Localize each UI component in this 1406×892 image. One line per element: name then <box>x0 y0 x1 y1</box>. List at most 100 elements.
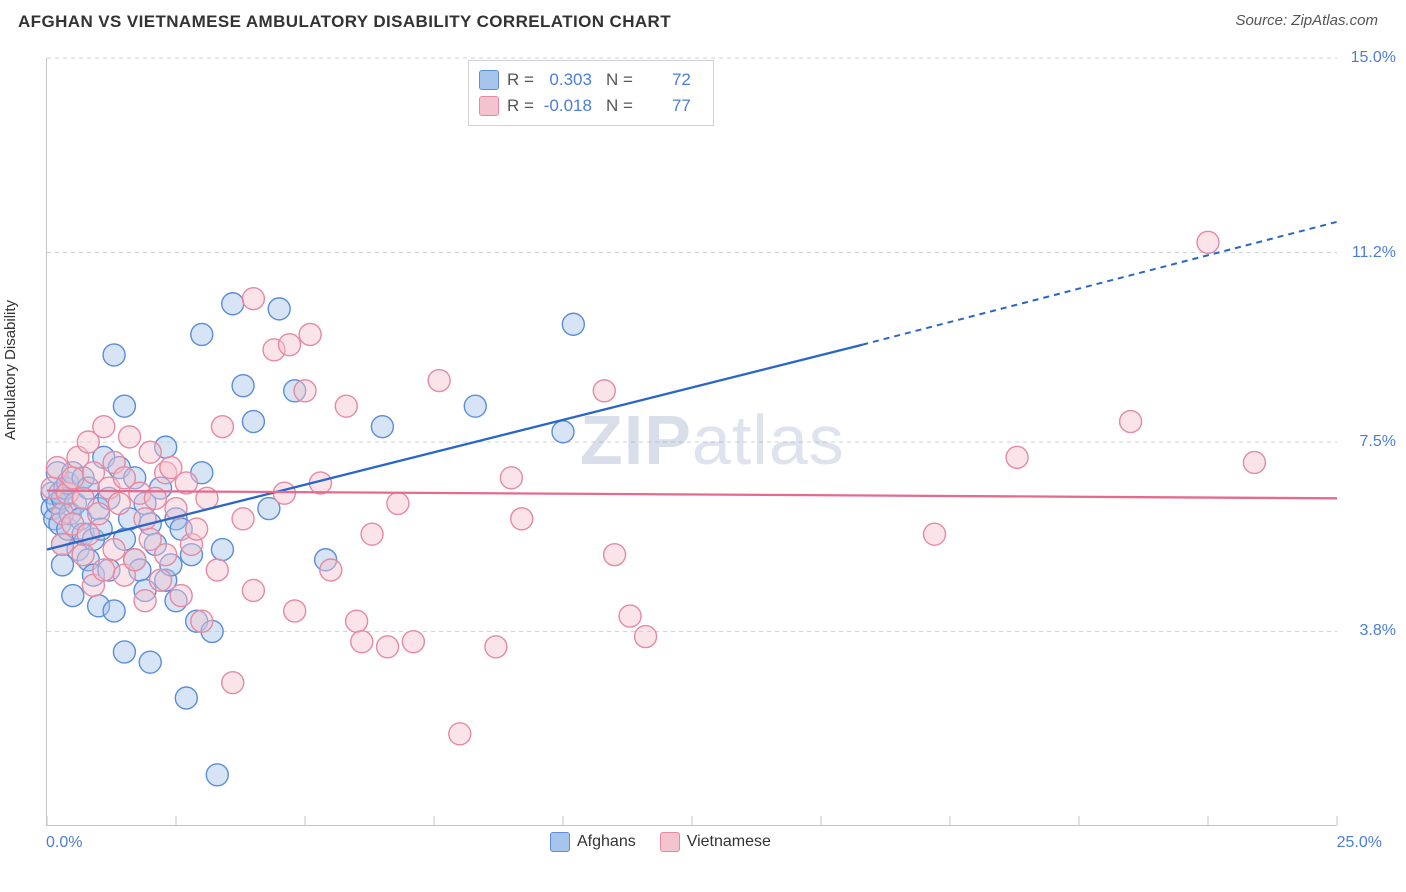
afghans-point <box>113 641 135 663</box>
vietnamese-point <box>124 549 146 571</box>
stat-row-afghans: R = 0.303 N = 72 <box>479 67 697 93</box>
vietnamese-point <box>232 508 254 530</box>
vietnamese-point <box>335 395 357 417</box>
vietnamese-swatch <box>479 96 499 116</box>
vietnamese-point <box>134 590 156 612</box>
vietnamese-point <box>139 441 161 463</box>
y-tick-label: 7.5% <box>1360 433 1396 451</box>
afghans-point <box>268 298 290 320</box>
afghans-point <box>139 651 161 673</box>
vietnamese-point <box>88 503 110 525</box>
afghans-trendline-extrapolated <box>862 222 1337 345</box>
vietnamese-point <box>1197 231 1219 253</box>
afghans-point <box>464 395 486 417</box>
afghans-point <box>562 313 584 335</box>
source-label: Source: ZipAtlas.com <box>1235 12 1378 29</box>
vietnamese-point <box>242 579 264 601</box>
r-label: R = <box>507 67 534 93</box>
vietnamese-point <box>361 523 383 545</box>
vietnamese-point <box>511 508 533 530</box>
vietnamese-point <box>119 426 141 448</box>
afghans-point <box>232 375 254 397</box>
vietnamese-point <box>1006 446 1028 468</box>
vietnamese-point <box>351 631 373 653</box>
afghans-r-value: 0.303 <box>542 67 598 93</box>
stat-row-vietnamese: R = -0.018 N = 77 <box>479 93 697 119</box>
vietnamese-point <box>294 380 316 402</box>
y-tick-label: 3.8% <box>1360 622 1396 640</box>
vietnamese-point <box>402 631 424 653</box>
correlation-stat-box: R = 0.303 N = 72 R = -0.018 N = 77 <box>468 60 714 126</box>
afghans-point <box>206 764 228 786</box>
y-tick-label: 15.0% <box>1351 49 1396 67</box>
y-axis-label: Ambulatory Disability <box>2 300 19 440</box>
legend-item-vietnamese: Vietnamese <box>660 832 771 852</box>
vietnamese-point <box>62 467 84 489</box>
afghans-point <box>371 416 393 438</box>
vietnamese-point <box>500 467 522 489</box>
n-label: N = <box>606 67 633 93</box>
vietnamese-point <box>299 323 321 345</box>
vietnamese-point <box>377 636 399 658</box>
vietnamese-n-value: 77 <box>641 93 697 119</box>
legend: Afghans Vietnamese <box>550 832 771 852</box>
vietnamese-point <box>206 559 228 581</box>
vietnamese-point <box>93 559 115 581</box>
y-tick-label: 11.2% <box>1352 244 1396 262</box>
afghans-point <box>103 600 125 622</box>
afghans-legend-label: Afghans <box>577 833 636 851</box>
y-axis-tick-labels: 3.8%7.5%11.2%15.0% <box>1336 58 1396 826</box>
vietnamese-point <box>186 518 208 540</box>
vietnamese-point <box>635 626 657 648</box>
afghans-point <box>552 421 574 443</box>
vietnamese-point <box>103 539 125 561</box>
x-axis-min-label: 0.0% <box>46 834 82 852</box>
afghans-point <box>113 395 135 417</box>
vietnamese-trendline <box>47 491 1337 499</box>
vietnamese-point <box>191 610 213 632</box>
n-label: N = <box>606 93 633 119</box>
vietnamese-point <box>449 723 471 745</box>
vietnamese-point <box>93 416 115 438</box>
vietnamese-legend-swatch <box>660 832 680 852</box>
vietnamese-point <box>320 559 342 581</box>
vietnamese-point <box>279 334 301 356</box>
afghans-point <box>211 539 233 561</box>
vietnamese-point <box>170 585 192 607</box>
vietnamese-point <box>242 288 264 310</box>
vietnamese-point <box>72 544 94 566</box>
vietnamese-point <box>428 370 450 392</box>
afghans-legend-swatch <box>550 832 570 852</box>
chart-title: AFGHAN VS VIETNAMESE AMBULATORY DISABILI… <box>18 12 671 32</box>
afghans-swatch <box>479 70 499 90</box>
vietnamese-point <box>108 492 130 514</box>
vietnamese-point <box>150 569 172 591</box>
vietnamese-point <box>1120 411 1142 433</box>
vietnamese-point <box>284 600 306 622</box>
afghans-point <box>191 323 213 345</box>
afghans-point <box>62 585 84 607</box>
vietnamese-point <box>593 380 615 402</box>
r-label: R = <box>507 93 534 119</box>
x-axis-max-label: 25.0% <box>1337 834 1382 852</box>
vietnamese-r-value: -0.018 <box>542 93 598 119</box>
vietnamese-point <box>222 672 244 694</box>
vietnamese-legend-label: Vietnamese <box>687 833 771 851</box>
vietnamese-point <box>346 610 368 632</box>
vietnamese-point <box>604 544 626 566</box>
chart-svg <box>47 58 1336 825</box>
afghans-point <box>103 344 125 366</box>
vietnamese-point <box>619 605 641 627</box>
vietnamese-point <box>387 492 409 514</box>
vietnamese-point <box>1243 451 1265 473</box>
afghans-point <box>242 411 264 433</box>
chart-plot-area <box>46 58 1336 826</box>
vietnamese-point <box>924 523 946 545</box>
afghans-point <box>222 293 244 315</box>
vietnamese-point <box>211 416 233 438</box>
afghans-point <box>175 687 197 709</box>
legend-item-afghans: Afghans <box>550 832 636 852</box>
afghans-n-value: 72 <box>641 67 697 93</box>
vietnamese-point <box>485 636 507 658</box>
vietnamese-point <box>155 544 177 566</box>
